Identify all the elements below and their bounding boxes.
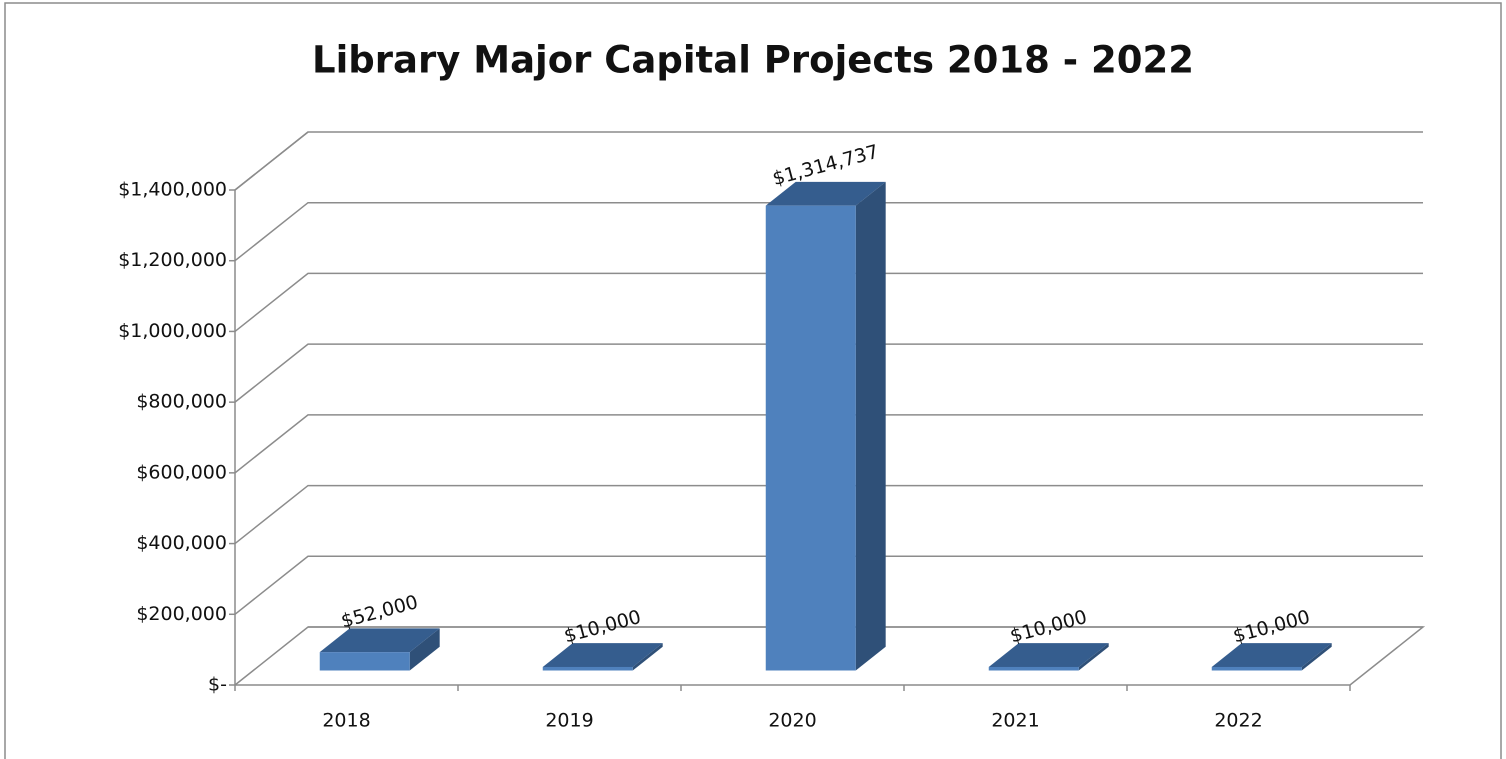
bar-side [1301, 643, 1332, 671]
bar-top [542, 643, 663, 667]
grid-line [234, 343, 1423, 403]
grid-line [234, 201, 1423, 262]
bar-top [765, 181, 886, 206]
y-tick-label: $- [208, 674, 227, 696]
chart-frame [4, 2, 1502, 759]
chart-title: Library Major Capital Projects 2018 - 20… [312, 39, 1194, 82]
bar-top [1211, 643, 1332, 667]
y-tick-label: $400,000 [136, 532, 227, 554]
grid-line [234, 272, 1423, 333]
x-tick-label: 2022 [1214, 710, 1262, 732]
y-tick-label: $800,000 [136, 391, 227, 413]
x-tick-label: 2021 [991, 710, 1039, 732]
bar-top [988, 643, 1109, 667]
grid-line [234, 414, 1423, 474]
x-tick-label: 2020 [768, 710, 816, 732]
bar [765, 205, 856, 671]
y-tick-label: $600,000 [136, 461, 227, 483]
y-tick-label: $200,000 [136, 603, 227, 625]
grid-line [234, 555, 1423, 615]
bar [542, 666, 633, 671]
bar-side [855, 181, 886, 671]
bar-side [632, 643, 663, 671]
grid-line [234, 626, 1423, 686]
bar [1211, 666, 1302, 671]
bar-top [319, 628, 440, 653]
grid-line [234, 484, 1423, 545]
grid-line [234, 131, 1423, 191]
bar-side [409, 628, 440, 671]
bar-side [1078, 643, 1109, 671]
x-tick-label: 2019 [545, 710, 593, 732]
x-tick-label: 2018 [322, 710, 370, 732]
bar [319, 652, 410, 671]
y-tick-label: $1,400,000 [118, 179, 227, 201]
bar [988, 666, 1079, 671]
y-tick-label: $1,000,000 [118, 320, 227, 342]
y-tick-label: $1,200,000 [118, 249, 227, 271]
